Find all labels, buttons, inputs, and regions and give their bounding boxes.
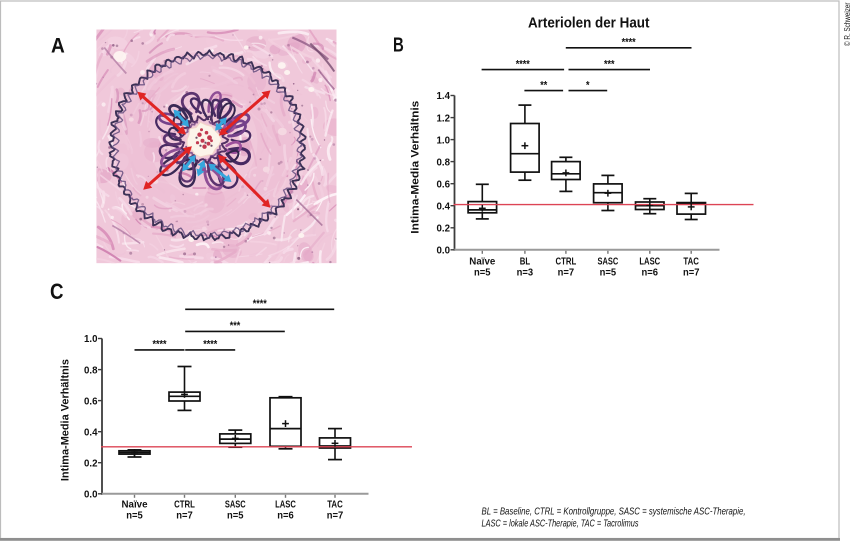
svg-text:BL = Baseline, CTRL = Kontroll: BL = Baseline, CTRL = Kontrollgruppe, SA…	[482, 506, 746, 518]
svg-text:1.4: 1.4	[437, 90, 451, 102]
svg-text:0.8: 0.8	[437, 156, 451, 168]
svg-text:n=6: n=6	[642, 266, 659, 278]
svg-text:1.0: 1.0	[437, 134, 451, 146]
svg-text:Naïve: Naïve	[469, 256, 495, 268]
svg-text:0.6: 0.6	[437, 178, 451, 190]
svg-text:Intima-Media Verhältnis: Intima-Media Verhältnis	[410, 101, 422, 234]
svg-text:n=5: n=5	[126, 509, 143, 521]
svg-text:****: ****	[622, 37, 637, 49]
svg-text:*: *	[586, 79, 590, 91]
svg-text:****: ****	[153, 339, 168, 351]
svg-text:n=5: n=5	[227, 509, 244, 521]
svg-text:Arteriolen der Haut: Arteriolen der Haut	[528, 15, 650, 32]
svg-text:***: ***	[230, 320, 241, 332]
svg-text:0.2: 0.2	[84, 457, 98, 469]
svg-text:1.0: 1.0	[84, 333, 98, 345]
svg-text:A: A	[51, 33, 65, 57]
svg-text:SASC: SASC	[598, 256, 619, 268]
svg-text:0.0: 0.0	[84, 489, 98, 501]
svg-text:1.2: 1.2	[437, 112, 451, 124]
svg-text:0.2: 0.2	[437, 223, 451, 235]
svg-text:Naïve: Naïve	[122, 499, 148, 511]
svg-text:***: ***	[604, 58, 615, 70]
svg-text:0.4: 0.4	[84, 426, 98, 438]
svg-text:LASC: LASC	[639, 256, 660, 268]
svg-text:0.0: 0.0	[437, 245, 451, 257]
svg-text:© R. Schweizer: © R. Schweizer	[843, 2, 852, 46]
svg-text:TAC: TAC	[327, 499, 343, 511]
svg-text:TAC: TAC	[683, 256, 699, 268]
svg-text:n=5: n=5	[474, 266, 491, 278]
svg-text:****: ****	[516, 58, 531, 70]
svg-text:0.6: 0.6	[84, 395, 98, 407]
svg-text:0.8: 0.8	[84, 364, 98, 376]
svg-text:0.4: 0.4	[437, 200, 451, 212]
svg-text:****: ****	[203, 339, 218, 351]
svg-text:BL: BL	[520, 256, 531, 268]
svg-text:Intima-Media Verhältnis: Intima-Media Verhältnis	[59, 359, 71, 481]
svg-text:C: C	[50, 279, 64, 304]
svg-text:B: B	[393, 35, 404, 57]
svg-text:n=3: n=3	[517, 266, 534, 278]
svg-text:SASC: SASC	[225, 499, 246, 511]
svg-text:n=7: n=7	[683, 266, 700, 278]
svg-text:n=7: n=7	[176, 509, 193, 521]
svg-text:LASC = lokale ASC-Therapie, TA: LASC = lokale ASC-Therapie, TAC = Tacrol…	[482, 518, 640, 530]
svg-text:n=7: n=7	[327, 509, 344, 521]
svg-text:n=5: n=5	[600, 266, 617, 278]
svg-text:n=6: n=6	[277, 509, 294, 521]
svg-text:CTRL: CTRL	[174, 499, 195, 511]
svg-text:n=7: n=7	[558, 266, 575, 278]
svg-text:LASC: LASC	[275, 499, 296, 511]
svg-text:**: **	[540, 79, 548, 91]
svg-text:CTRL: CTRL	[556, 256, 577, 268]
svg-text:****: ****	[253, 298, 268, 310]
